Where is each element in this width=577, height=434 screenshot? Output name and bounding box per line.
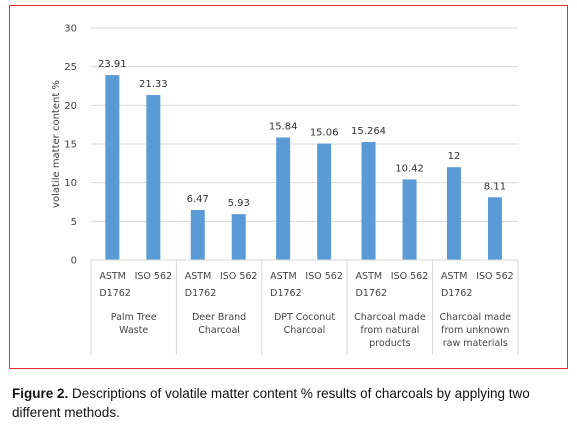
y-axis-ticks: 0 5 10 15 20 25 30 [64,24,77,267]
method-tick-label: ISO 562 [391,271,428,282]
category-label: from natural [360,325,419,336]
y-tick-label: 15 [64,140,77,151]
category-label: from unknown [441,325,509,336]
y-tick-label: 0 [71,256,77,267]
y-axis-label: volatile matter content % [51,80,62,208]
method-tick-label: ASTM [356,271,383,282]
category-label: DPT Coconut [274,312,335,323]
method-tick-label: ISO 562 [305,271,342,282]
category-label: products [369,338,411,349]
category-label: raw materials [443,338,508,349]
data-label: 12 [448,151,461,162]
data-labels: 23.91 21.33 6.47 5.93 15.84 15.06 15.264 10.42 1… [98,59,506,209]
method-tick-label: ISO 562 [476,271,513,282]
figure-frame [9,5,568,369]
method-tick-label: ASTM [185,271,212,282]
method-tick-label: ASTM [99,271,126,282]
method-tick-label: D1762 [356,288,388,299]
y-tick-label: 25 [64,62,77,73]
category-label: Deer Brand [192,312,246,323]
data-label: 10.42 [395,163,424,174]
y-tick-label: 30 [64,24,77,35]
data-label: 21.33 [139,79,168,90]
bar [446,167,461,260]
bar [402,179,417,260]
category-label: Waste [119,325,148,336]
category-label: Charcoal made [354,312,426,323]
data-label: 15.264 [351,126,386,137]
bars [105,75,502,260]
category-label: Charcoal made [439,312,511,323]
bar [231,214,246,260]
method-tick-label: ASTM [270,271,297,282]
method-tick-label: ISO 562 [220,271,257,282]
data-label: 8.11 [484,181,506,192]
bar [276,137,291,260]
bar [190,209,205,260]
caption-text: Descriptions of volatile matter content … [12,386,530,420]
bar [105,75,120,260]
bar-chart: 0 5 10 15 20 25 30 volatile matter content % 2… [51,24,519,355]
method-tick-label: D1762 [185,288,217,299]
data-label: 6.47 [187,194,209,205]
category-label: Charcoal [198,325,240,336]
bar [317,143,332,260]
data-label: 23.91 [98,59,127,70]
bar [146,95,161,260]
method-tick-label: D1762 [270,288,302,299]
bar [487,197,502,260]
figure-caption: Figure 2. Descriptions of volatile matte… [12,384,568,422]
data-label: 15.84 [269,122,298,133]
y-tick-label: 5 [71,217,77,228]
method-tick-label: D1762 [99,288,131,299]
method-tick-label: ASTM [441,271,468,282]
data-label: 5.93 [228,198,250,209]
category-label: Palm Tree [111,312,157,323]
y-tick-label: 10 [64,178,77,189]
method-tick-label: ISO 562 [135,271,172,282]
category-label: Charcoal [284,325,326,336]
bar [361,141,376,260]
data-label: 15.06 [310,128,339,139]
y-tick-label: 20 [64,101,77,112]
method-tick-label: D1762 [441,288,473,299]
caption-figure-label: Figure 2. [12,386,69,401]
